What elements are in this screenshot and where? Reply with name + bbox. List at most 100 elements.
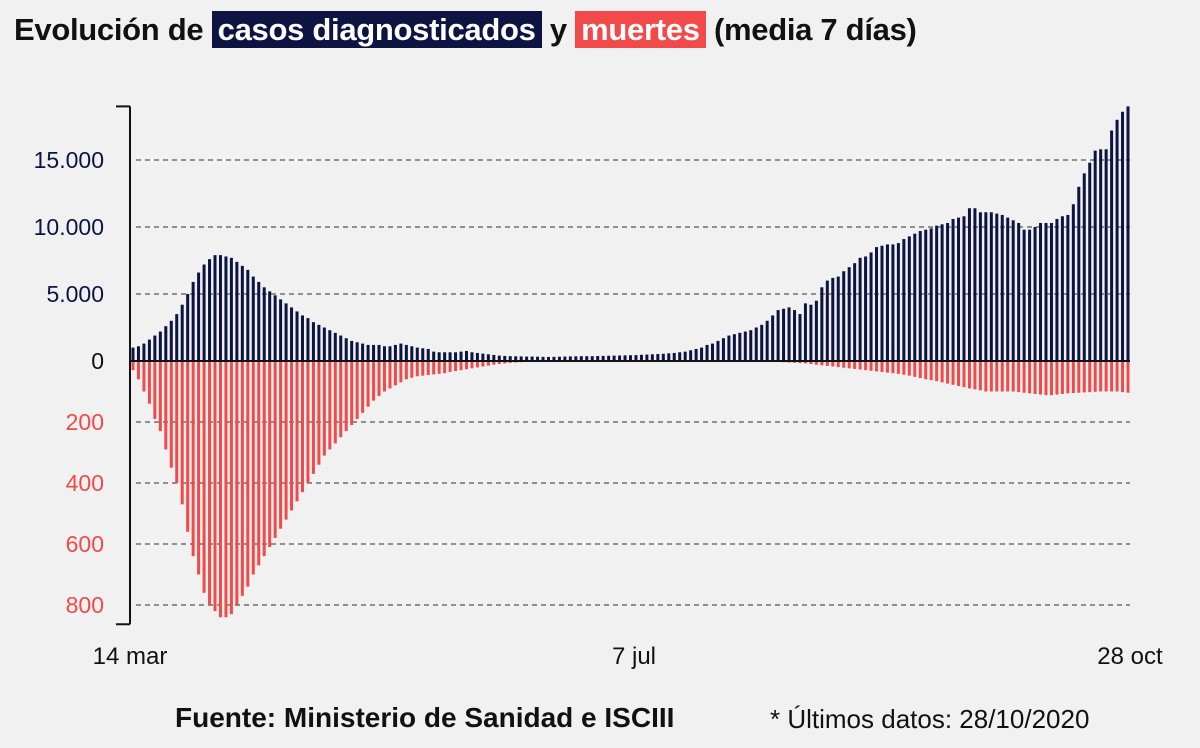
deaths-bar xyxy=(962,361,966,388)
deaths-bar xyxy=(240,361,244,596)
deaths-bar xyxy=(350,361,354,426)
deaths-bar xyxy=(448,361,452,372)
deaths-bar xyxy=(1126,361,1130,393)
cases-bar xyxy=(257,281,261,361)
deaths-bar xyxy=(180,361,184,505)
deaths-bar xyxy=(820,361,824,366)
deaths-bar xyxy=(913,361,917,377)
axes xyxy=(116,105,1130,626)
deaths-bar xyxy=(131,361,135,371)
cases-bar xyxy=(404,344,408,361)
source-note: Fuente: Ministerio de Sanidad e ISCIII xyxy=(175,702,675,733)
deaths-bar xyxy=(492,361,496,365)
cases-bar xyxy=(754,327,758,361)
cases-bar xyxy=(1055,218,1059,361)
cases-bar xyxy=(213,255,217,361)
deaths-bar xyxy=(295,361,299,502)
deaths-bar xyxy=(486,361,490,366)
cases-bar xyxy=(514,356,518,361)
cases-bar xyxy=(907,236,911,361)
cases-bar xyxy=(432,351,436,361)
deaths-bar xyxy=(311,361,315,474)
deaths-bar xyxy=(328,361,332,450)
deaths-bar xyxy=(410,361,414,378)
cases-bar xyxy=(563,356,567,361)
deaths-bar xyxy=(1060,361,1064,394)
deaths-bar xyxy=(415,361,419,377)
deaths-bar xyxy=(426,361,430,376)
chart-area: 0 5.000 10.000 15.000 200 400 600 800 14 mar 7 ju… xyxy=(34,105,1163,670)
cases-bar xyxy=(546,356,550,361)
deaths-bar xyxy=(1077,361,1081,393)
cases-bar xyxy=(426,348,430,361)
deaths-bar xyxy=(273,361,277,538)
cases-bar xyxy=(891,244,895,361)
cases-bar xyxy=(322,327,326,361)
deaths-bar xyxy=(1055,361,1059,395)
cases-bar xyxy=(1060,216,1064,361)
cases-bar xyxy=(913,233,917,361)
deaths-bar xyxy=(902,361,906,375)
deaths-bar xyxy=(366,361,370,407)
cases-bar xyxy=(536,356,540,361)
cases-bar xyxy=(492,354,496,361)
cases-bar xyxy=(530,356,534,361)
cases-bar xyxy=(634,355,638,361)
cases-bar xyxy=(186,294,190,361)
deaths-bar xyxy=(290,361,294,511)
cases-bar xyxy=(618,355,622,361)
cases-bar xyxy=(454,352,458,361)
cases-bar xyxy=(251,276,255,361)
y-tick-cases-1: 5.000 xyxy=(46,281,104,307)
deaths-bar xyxy=(880,361,884,372)
cases-bar xyxy=(847,267,851,361)
deaths-bar xyxy=(798,361,802,364)
cases-bar xyxy=(1000,214,1004,361)
deaths-bar xyxy=(322,361,326,456)
cases-bar xyxy=(858,257,862,361)
cases-bar xyxy=(760,324,764,361)
cases-bar xyxy=(459,351,463,361)
cases-bar xyxy=(344,338,348,361)
cases-bar xyxy=(202,264,206,361)
cases-bar xyxy=(279,299,283,361)
cases-bar xyxy=(629,355,633,361)
cases-bar xyxy=(136,346,140,361)
cases-bar xyxy=(1022,229,1026,361)
deaths-bar xyxy=(197,361,201,575)
y-tick-cases-3: 15.000 xyxy=(34,147,104,173)
deaths-bar xyxy=(836,361,840,368)
deaths-bar xyxy=(218,361,222,618)
deaths-bar xyxy=(1115,361,1119,392)
deaths-bar xyxy=(481,361,485,367)
cases-bar xyxy=(339,335,343,361)
deaths-bar xyxy=(1044,361,1048,396)
deaths-bar xyxy=(1099,361,1103,392)
cases-bar xyxy=(1044,222,1048,361)
cases-bar xyxy=(350,340,354,361)
cases-bar xyxy=(557,356,561,361)
cases-bar xyxy=(694,348,698,361)
y-tick-cases-0: 0 xyxy=(91,348,104,374)
deaths-bar xyxy=(984,361,988,392)
cases-bar xyxy=(902,239,906,361)
cases-bar xyxy=(333,332,337,361)
cases-bar xyxy=(825,280,829,361)
cases-bar xyxy=(880,245,884,361)
deaths-bar xyxy=(470,361,474,369)
cases-bar xyxy=(164,326,168,361)
deaths-bar xyxy=(847,361,851,369)
cases-bar xyxy=(705,344,709,361)
cases-bar xyxy=(208,259,212,361)
deaths-bar xyxy=(825,361,829,366)
deaths-bar xyxy=(973,361,977,390)
deaths-bar xyxy=(377,361,381,397)
cases-bar xyxy=(1110,130,1114,361)
deaths-bar xyxy=(891,361,895,374)
chart-title: Evolución de casos diagnosticados y muer… xyxy=(14,11,917,48)
deaths-bar xyxy=(213,361,217,612)
tick-labels: 0 5.000 10.000 15.000 200 400 600 800 14 mar 7 ju… xyxy=(34,147,1163,670)
cases-bar xyxy=(1006,217,1010,361)
cases-bar xyxy=(377,344,381,361)
deaths-bar xyxy=(1011,361,1015,392)
